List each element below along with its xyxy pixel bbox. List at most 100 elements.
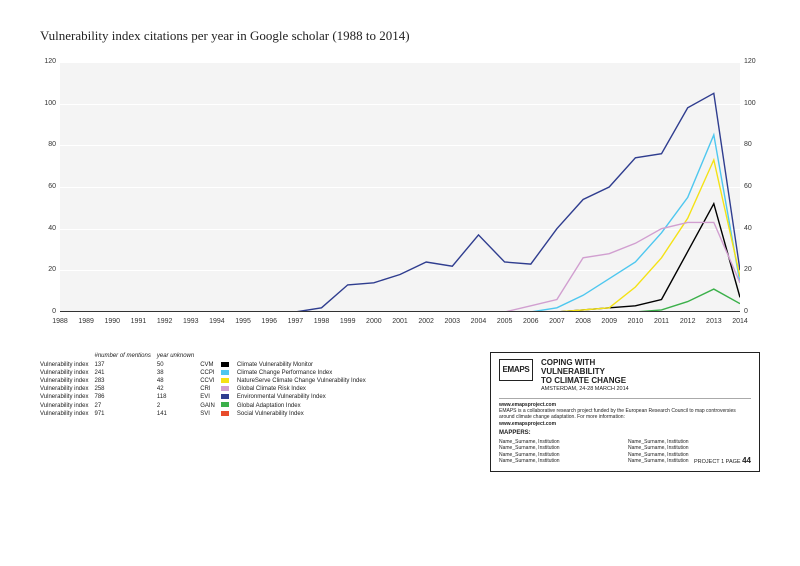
row-swatch <box>221 377 237 385</box>
x-tick-label: 2013 <box>706 318 722 325</box>
table-row: Vulnerability index25842CRIGlobal Climat… <box>40 385 372 393</box>
x-tick-label: 1997 <box>288 318 304 325</box>
y-tick-label-left: 80 <box>40 141 56 148</box>
infobox-title: COPING WITH VULNERABILITY TO CLIMATE CHA… <box>541 359 629 385</box>
x-tick-label: 2011 <box>654 318 669 325</box>
row-swatch <box>221 361 237 369</box>
row-mentions: 27 <box>94 402 156 410</box>
row-code: CCVI <box>200 377 221 385</box>
row-mentions: 971 <box>94 410 156 418</box>
x-tick-label: 1994 <box>209 318 225 325</box>
row-mentions: 137 <box>94 361 156 369</box>
y-tick-label-left: 40 <box>40 225 56 232</box>
x-tick-label: 2004 <box>471 318 487 325</box>
x-tick-label: 2000 <box>366 318 382 325</box>
y-tick-label-right: 20 <box>744 266 760 273</box>
col-year-unknown: year unknown <box>157 352 200 361</box>
series-line-cri <box>60 222 740 312</box>
x-tick-label: 1998 <box>314 318 330 325</box>
y-tick-label-left: 20 <box>40 266 56 273</box>
y-tick-label-left: 60 <box>40 183 56 190</box>
table-row: Vulnerability index13750CVM Climate Vulne… <box>40 361 372 369</box>
row-label: Vulnerability index <box>40 385 94 393</box>
mappers-label: MAPPERS: <box>499 430 751 438</box>
row-code: GAIN <box>200 402 221 410</box>
col-mentions: #number of mentions <box>94 352 156 361</box>
y-tick-label-left: 0 <box>40 308 56 315</box>
y-tick-label-right: 80 <box>744 141 760 148</box>
x-tick-label: 1996 <box>261 318 277 325</box>
row-label: Vulnerability index <box>40 393 94 401</box>
series-line-ccvi <box>60 160 740 312</box>
y-tick-label-right: 60 <box>744 183 760 190</box>
row-code: SVI <box>200 410 221 418</box>
info-box: EMAPS COPING WITH VULNERABILITY TO CLIMA… <box>490 352 760 472</box>
y-tick-label-left: 120 <box>40 58 56 65</box>
row-mentions: 241 <box>94 369 156 377</box>
y-tick-label-left: 100 <box>40 100 56 107</box>
plot-area <box>60 62 740 312</box>
row-swatch <box>221 369 237 377</box>
row-label: Vulnerability index <box>40 410 94 418</box>
table-row: Vulnerability index28348CCVI NatureServe … <box>40 377 372 385</box>
x-tick-label: 1990 <box>105 318 121 325</box>
row-unknown: 50 <box>157 361 200 369</box>
page-root: Vulnerability index citations per year i… <box>0 0 800 566</box>
x-tick-label: 2012 <box>680 318 696 325</box>
table-row: Vulnerability index971141SVI Social Vulne… <box>40 410 372 418</box>
row-mentions: 258 <box>94 385 156 393</box>
table-row: Vulnerability index272GAINGlobal Adaptat… <box>40 402 372 410</box>
series-line-cvm <box>60 204 740 312</box>
row-unknown: 48 <box>157 377 200 385</box>
table-row: Vulnerability index786118EVIEnvironmenta… <box>40 393 372 401</box>
row-unknown: 141 <box>157 410 200 418</box>
table-row: Vulnerability index24138CCPI Climate Chan… <box>40 369 372 377</box>
x-tick-label: 1999 <box>340 318 356 325</box>
y-tick-label-right: 40 <box>744 225 760 232</box>
x-tick-label: 2005 <box>497 318 513 325</box>
infobox-desc: EMAPS is a collaborative research projec… <box>499 408 751 427</box>
row-unknown: 42 <box>157 385 200 393</box>
page-title: Vulnerability index citations per year i… <box>40 28 760 44</box>
data-table: #number of mentions year unknown Vulnera… <box>40 352 472 418</box>
series-line-ccpi <box>60 135 740 312</box>
row-label: Vulnerability index <box>40 369 94 377</box>
row-swatch <box>221 402 237 410</box>
footer-row: #number of mentions year unknown Vulnera… <box>40 352 760 472</box>
emaps-logo: EMAPS <box>499 359 533 381</box>
x-tick-label: 2009 <box>601 318 617 325</box>
x-tick-label: 1995 <box>235 318 251 325</box>
x-tick-label: 2007 <box>549 318 565 325</box>
x-tick-label: 2006 <box>523 318 539 325</box>
row-series-name: Climate Vulnerability Monitor <box>237 361 372 369</box>
line-chart: 020406080100120 020406080100120 19881989… <box>40 62 760 332</box>
row-code: EVI <box>200 393 221 401</box>
series-line-gain <box>60 289 740 312</box>
row-series-name: Social Vulnerability Index <box>237 410 372 418</box>
x-tick-label: 1992 <box>157 318 173 325</box>
row-unknown: 2 <box>157 402 200 410</box>
row-series-name: Climate Change Performance Index <box>237 369 372 377</box>
page-number: PROJECT 1 PAGE 44 <box>694 456 751 466</box>
row-swatch <box>221 410 237 418</box>
row-series-name: Global Climate Risk Index <box>237 385 372 393</box>
x-tick-label: 2001 <box>392 318 408 325</box>
row-label: Vulnerability index <box>40 377 94 385</box>
row-mentions: 283 <box>94 377 156 385</box>
row-series-name: NatureServe Climate Change Vulnerability… <box>237 377 372 385</box>
x-tick-label: 1988 <box>52 318 68 325</box>
x-tick-label: 1993 <box>183 318 199 325</box>
x-axis-line <box>60 311 740 312</box>
x-tick-label: 2010 <box>628 318 644 325</box>
row-unknown: 38 <box>157 369 200 377</box>
y-tick-label-right: 0 <box>744 308 760 315</box>
row-unknown: 118 <box>157 393 200 401</box>
x-tick-label: 2003 <box>445 318 461 325</box>
row-label: Vulnerability index <box>40 361 94 369</box>
mapper-item: Name_Surname, Institution <box>499 458 622 465</box>
row-swatch <box>221 393 237 401</box>
row-code: CVM <box>200 361 221 369</box>
row-code: CCPI <box>200 369 221 377</box>
row-series-name: Global Adaptation Index <box>237 402 372 410</box>
x-tick-label: 1989 <box>78 318 94 325</box>
